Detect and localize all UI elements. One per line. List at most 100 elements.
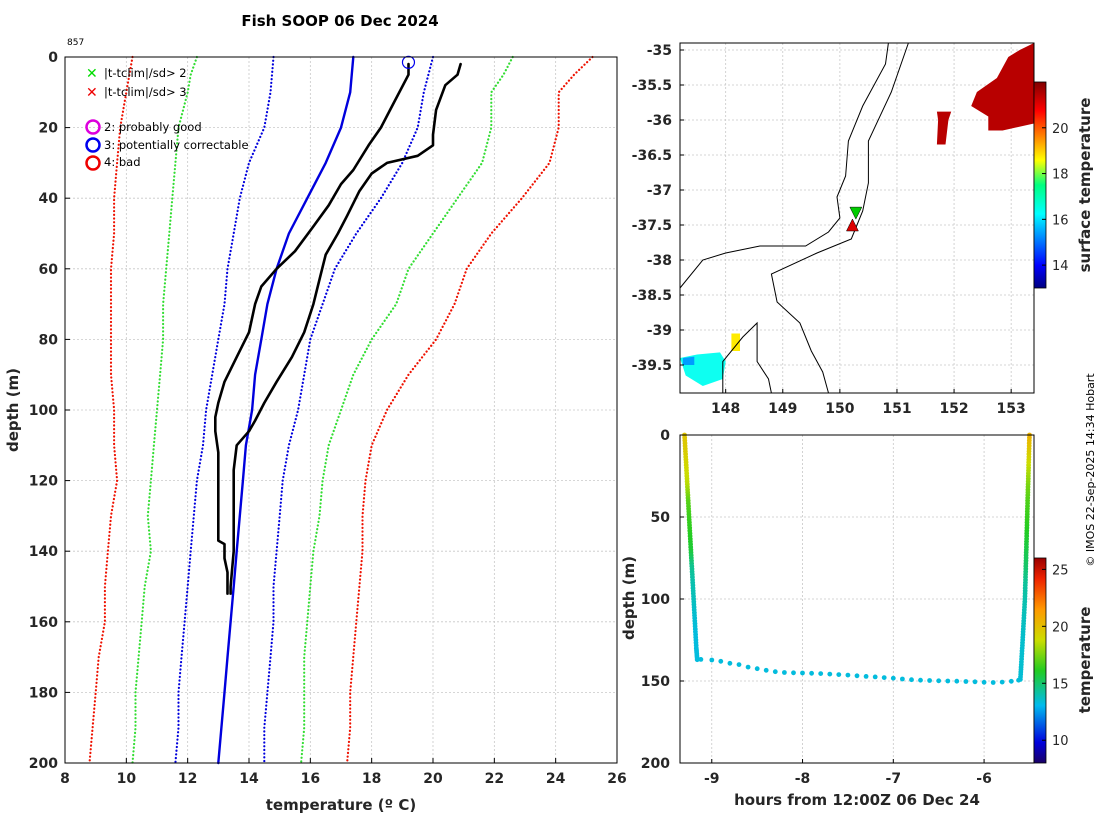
depth-time-point bbox=[698, 657, 704, 662]
legend-label: 2: probably good bbox=[104, 120, 202, 134]
map-colorbar-label: surface temperature bbox=[1076, 98, 1094, 273]
map-shelf-contour bbox=[770, 42, 909, 394]
y-tick-label: 200 bbox=[29, 756, 58, 772]
y-tick-label: 40 bbox=[39, 191, 59, 207]
legend-label: |t-tclim|/sd> 2 bbox=[104, 66, 187, 80]
depth-time-colorbar-label: temperature bbox=[1076, 607, 1094, 714]
y-tick-label: -37.5 bbox=[632, 218, 672, 234]
x-tick-label: 16 bbox=[301, 771, 320, 787]
x-tick-label: 24 bbox=[546, 771, 566, 787]
x-tick-label: 22 bbox=[485, 771, 504, 787]
x-tick-label: -7 bbox=[886, 771, 902, 787]
climatology-dotted-line-1 bbox=[346, 55, 594, 765]
credit-text: © IMOS 22-Sep-2025 14:34 Hobart bbox=[1084, 373, 1097, 567]
colorbar-tick-label: 10 bbox=[1052, 734, 1069, 749]
y-tick-label: -39.5 bbox=[632, 358, 672, 374]
legend-circle-icon bbox=[85, 119, 101, 135]
y-tick-label: 80 bbox=[39, 332, 59, 348]
depth-time-point bbox=[872, 674, 878, 680]
depth-time-point bbox=[763, 667, 769, 673]
depth-time-point bbox=[900, 676, 905, 682]
x-tick-label: 26 bbox=[607, 771, 626, 787]
profile-line-7 bbox=[214, 62, 410, 595]
depth-time-point bbox=[754, 666, 760, 672]
y-tick-label: 160 bbox=[29, 615, 58, 631]
y-tick-label: 60 bbox=[39, 262, 59, 278]
climatology-dotted-line-3 bbox=[300, 55, 514, 765]
y-tick-label: 140 bbox=[29, 544, 58, 560]
colorbar-tick-label: 16 bbox=[1052, 213, 1069, 228]
map-x-ticks: 148 149 150 151 152 153 bbox=[711, 389, 1026, 417]
depth-time-point bbox=[727, 660, 733, 666]
x-tick-label: 148 bbox=[711, 401, 740, 417]
x-tick-label: 153 bbox=[997, 401, 1026, 417]
x-tick-label: 12 bbox=[178, 771, 197, 787]
legend-label: |t-tclim|/sd> 3 bbox=[104, 85, 187, 99]
legend-item-bad: 4: bad bbox=[85, 155, 141, 171]
depth-time-point bbox=[927, 678, 932, 683]
sst-patch bbox=[731, 333, 740, 351]
depth-time-point bbox=[963, 679, 969, 684]
depth-time-point bbox=[836, 672, 842, 677]
y-tick-label: 200 bbox=[641, 756, 670, 772]
climatology-dotted-line-0 bbox=[88, 55, 134, 765]
depth-time-point bbox=[718, 658, 724, 664]
legend-item-sd2: ✕ |t-tclim|/sd> 2 bbox=[86, 66, 187, 82]
y-tick-label: -38.5 bbox=[632, 288, 672, 304]
map-coastline bbox=[679, 42, 889, 289]
depth-time-x-ticks: -9 -8 -7 -6 bbox=[704, 759, 992, 787]
depth-time-point bbox=[818, 671, 824, 676]
depth-time-grid bbox=[680, 434, 1034, 764]
y-tick-label: 180 bbox=[29, 685, 58, 701]
position-marker bbox=[849, 206, 863, 220]
depth-time-point bbox=[936, 678, 942, 684]
depth-time-point bbox=[809, 670, 814, 676]
profile-y-ticks: 0 20 40 60 80 100 120 140 160 180 200 bbox=[29, 50, 70, 772]
profile-line-8 bbox=[229, 62, 462, 595]
map-island-coastline bbox=[722, 321, 772, 394]
sst-patch bbox=[680, 352, 726, 386]
map-colorbar-ticks: 14 16 18 20 bbox=[1042, 122, 1069, 274]
colorbar-tick-label: 15 bbox=[1052, 677, 1069, 692]
legend-item-potentially-correctable: 3: potentially correctable bbox=[85, 137, 249, 153]
y-tick-label: -35 bbox=[647, 43, 672, 59]
y-tick-label: -36.5 bbox=[632, 148, 672, 164]
legend-item-probably-good: 2: probably good bbox=[85, 119, 202, 135]
profile-series-group bbox=[88, 55, 594, 765]
depth-time-point bbox=[918, 677, 923, 683]
colorbar-tick-label: 18 bbox=[1052, 168, 1069, 183]
x-tick-label: 150 bbox=[825, 401, 854, 417]
sst-patch bbox=[682, 356, 695, 365]
sst-patch bbox=[971, 43, 1034, 131]
depth-time-point bbox=[694, 657, 700, 663]
depth-time-point bbox=[782, 670, 787, 675]
depth-time-points bbox=[682, 432, 1032, 685]
x-tick-label: 18 bbox=[362, 771, 381, 787]
x-tick-label: 8 bbox=[60, 771, 70, 787]
depth-time-point bbox=[890, 675, 896, 681]
map-colorbar bbox=[1033, 81, 1047, 289]
x-tick-label: 14 bbox=[239, 771, 259, 787]
y-tick-label: 20 bbox=[39, 121, 59, 137]
profile-x-axis-label: temperature (º C) bbox=[266, 796, 416, 814]
depth-time-point bbox=[881, 675, 887, 680]
x-tick-label: 20 bbox=[423, 771, 443, 787]
y-tick-label: 100 bbox=[641, 592, 670, 608]
position-marker bbox=[846, 218, 859, 232]
x-tick-label: -9 bbox=[704, 771, 720, 787]
depth-time-point bbox=[827, 671, 833, 677]
profile-legend: ✕ |t-tclim|/sd> 2 ✕ |t-tclim|/sd> 3 2: p… bbox=[85, 66, 249, 171]
depth-time-point bbox=[972, 679, 978, 685]
depth-time-point bbox=[990, 680, 996, 685]
colorbar-tick-label: 20 bbox=[1052, 122, 1069, 137]
profile-id-label: 857 bbox=[67, 38, 84, 48]
depth-time-point bbox=[945, 678, 951, 684]
depth-time-point bbox=[1008, 678, 1014, 684]
colorbar-tick-label: 14 bbox=[1052, 259, 1069, 274]
x-tick-label: 10 bbox=[117, 771, 137, 787]
y-tick-label: -36 bbox=[647, 113, 672, 129]
y-tick-label: 50 bbox=[651, 510, 671, 526]
x-tick-label: -6 bbox=[976, 771, 992, 787]
figure-title: Fish SOOP 06 Dec 2024 bbox=[241, 12, 438, 30]
depth-time-point bbox=[981, 679, 987, 685]
